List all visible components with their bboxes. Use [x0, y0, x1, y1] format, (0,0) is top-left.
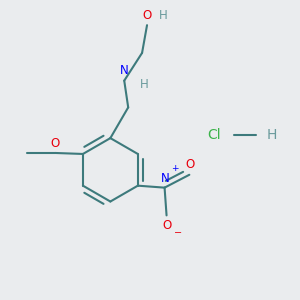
Text: O: O [142, 9, 152, 22]
Text: O: O [50, 136, 60, 150]
Text: +: + [171, 164, 178, 173]
Text: N: N [120, 64, 129, 77]
Text: H: H [158, 9, 167, 22]
Text: −: − [174, 228, 182, 238]
Text: Cl: Cl [208, 128, 221, 142]
Text: H: H [267, 128, 277, 142]
Text: N: N [161, 172, 170, 185]
Text: H: H [140, 78, 148, 91]
Text: O: O [162, 219, 171, 232]
Text: O: O [186, 158, 195, 171]
